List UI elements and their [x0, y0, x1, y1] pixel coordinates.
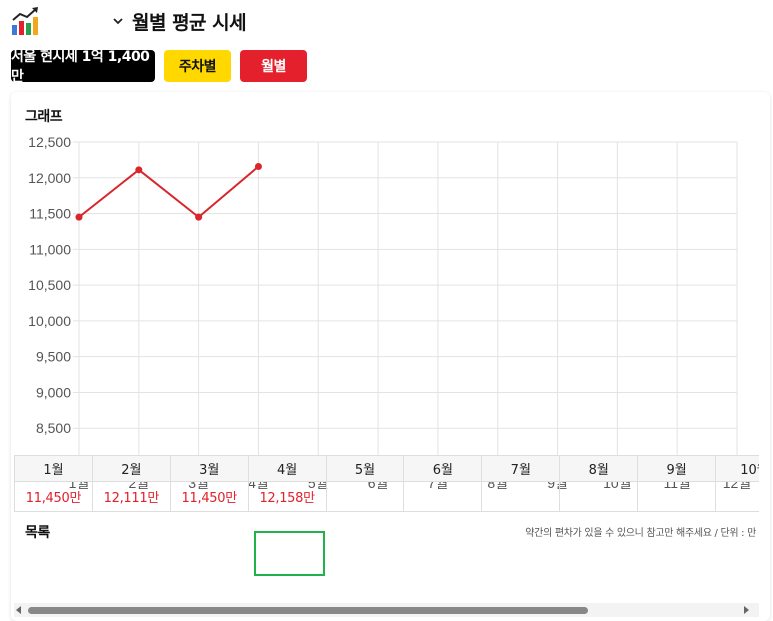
y-tick-label: 10,500	[28, 277, 71, 293]
table-cell	[559, 481, 639, 512]
scroll-left-arrow-icon[interactable]	[16, 606, 21, 614]
data-point	[195, 213, 203, 221]
table-cell: 12,111만	[91, 481, 171, 512]
table-header-cell: 8월	[559, 455, 639, 482]
y-tick-label: 10,000	[28, 313, 71, 329]
table-header-cell: 10월	[715, 455, 759, 482]
price-line-chart: 12,500 12,000 11,500 11,000 10,500 10,000 9,50…	[28, 134, 751, 491]
table-header-cell: 1월	[14, 455, 93, 482]
data-point	[254, 162, 262, 170]
table-cell: 11,450만	[14, 481, 93, 512]
scrollbar-thumb[interactable]	[28, 607, 588, 614]
y-tick-label: 11,000	[29, 241, 71, 257]
y-tick-label: 9,000	[36, 384, 71, 400]
chart-growth-icon	[12, 7, 38, 35]
y-tick-label: 11,500	[29, 206, 71, 222]
horizontal-scrollbar[interactable]	[14, 603, 759, 617]
header: 월별 평균 시세	[0, 0, 773, 44]
table-header-cell: 7월	[481, 455, 561, 482]
unit-note: 약간의 편차가 있을 수 있으니 참고만 해주세요 / 단위 : 만	[525, 528, 756, 539]
graph-label: 그래프	[25, 109, 63, 125]
weekly-button[interactable]: 주차별	[164, 50, 231, 82]
table-header-cell: 5월	[325, 455, 405, 482]
table-cell	[325, 481, 405, 512]
data-point	[75, 213, 83, 221]
monthly-button[interactable]: 월별	[240, 50, 307, 82]
table-row: 11,450만 12,111만 11,450만 12,158만	[14, 481, 759, 512]
table-header-cell: 6월	[403, 455, 483, 482]
y-tick-label: 9,500	[36, 349, 71, 365]
current-price-button[interactable]: 서울 현시세 1억 1,400만	[11, 49, 155, 85]
table-header-cell: 9월	[637, 455, 717, 482]
content-card: 그래프 12,500 12,000 11,500 11,000 10,500 10,000…	[11, 92, 770, 621]
list-label: 목록	[25, 525, 50, 541]
table-header-cell: 3월	[169, 455, 249, 482]
period-select-toggle[interactable]: 월별 평균 시세	[112, 8, 247, 34]
page-title: 월별 평균 시세	[132, 11, 247, 34]
price-series-line	[78, 165, 260, 219]
table-header-cell: 4월	[247, 455, 327, 482]
y-tick-label: 8,500	[36, 420, 71, 436]
table-cell	[481, 481, 561, 512]
button-row: 서울 현시세 1억 1,400만 주차별 월별	[11, 49, 307, 85]
table-cell: 11,450만	[169, 481, 249, 512]
data-point	[135, 166, 143, 174]
table-cell	[715, 481, 759, 512]
chevron-down-icon	[113, 18, 123, 25]
scroll-right-arrow-icon[interactable]	[744, 606, 749, 614]
table-cell	[637, 481, 717, 512]
table-header-cell: 2월	[91, 455, 171, 482]
table-cell	[403, 481, 483, 512]
highlight-box	[254, 531, 325, 576]
table-cell: 12,158만	[247, 481, 327, 512]
y-tick-label: 12,500	[28, 134, 71, 150]
y-tick-label: 12,000	[28, 170, 71, 186]
